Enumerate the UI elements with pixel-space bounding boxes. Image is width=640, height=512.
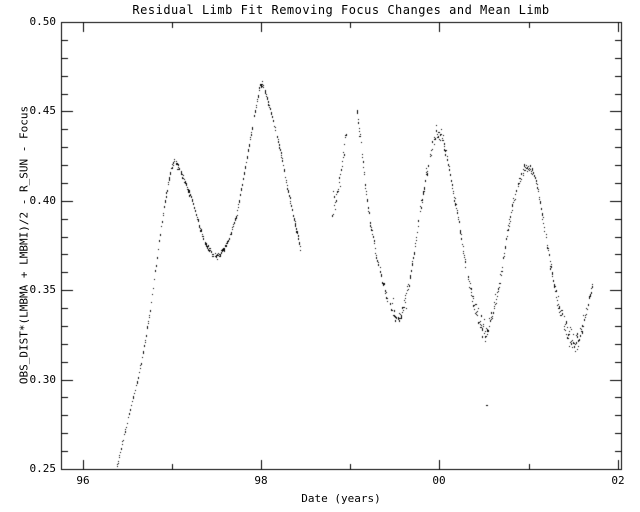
x-axis-title: Date (years) bbox=[301, 492, 381, 505]
y-tick-label: 0.35 bbox=[29, 283, 57, 296]
y-tick-label: 0.25 bbox=[29, 462, 57, 475]
y-tick-label: 0.30 bbox=[29, 373, 57, 386]
y-tick-label: 0.45 bbox=[29, 104, 57, 117]
x-tick-label: 00 bbox=[432, 474, 446, 487]
y-tick-label: 0.40 bbox=[29, 194, 57, 207]
x-tick-label: 96 bbox=[76, 474, 90, 487]
y-axis-title: OBS_DIST*(LMBMA + LMBMI)/2 - R_SUN - Foc… bbox=[17, 105, 31, 385]
x-tick-label: 02 bbox=[611, 474, 625, 487]
chart-title: Residual Limb Fit Removing Focus Changes… bbox=[132, 3, 550, 17]
y-tick-label: 0.50 bbox=[29, 15, 57, 28]
x-tick-label: 98 bbox=[254, 474, 268, 487]
